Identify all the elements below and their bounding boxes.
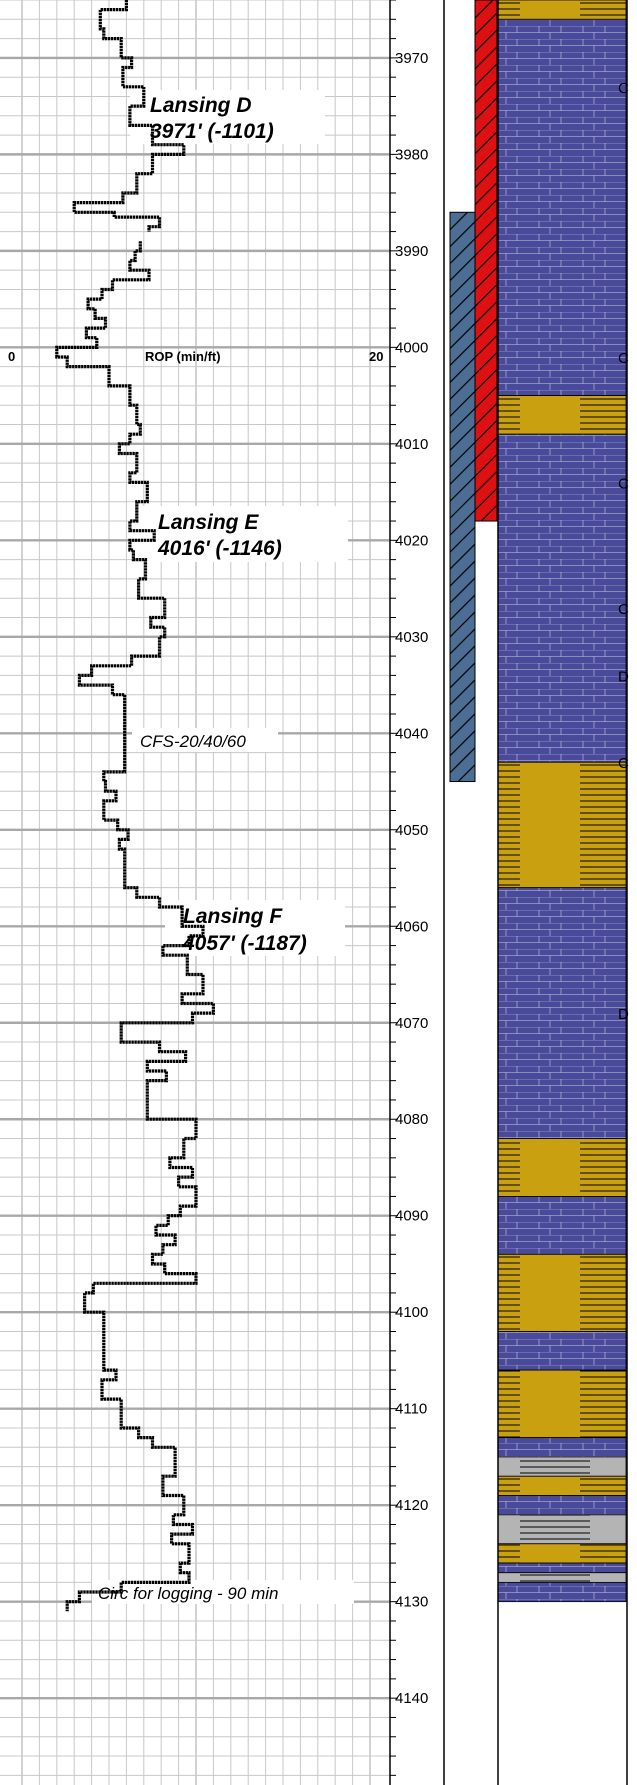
- cut-letter: C: [618, 80, 629, 97]
- depth-label: 3990: [395, 243, 428, 260]
- rop-grid: [0, 0, 390, 1785]
- depth-label: 3980: [395, 146, 428, 163]
- annotation-lansing-d: Lansing D 3971' (-1101): [130, 90, 325, 144]
- lithology-limestone: [497, 1562, 627, 1574]
- annotation-depth: 4016' (-1146): [157, 537, 282, 560]
- annotation-lansing-f: Lansing F 4057' (-1187): [165, 900, 345, 956]
- lithology-shale: [497, 1572, 627, 1583]
- rop-track-background: [0, 0, 390, 1785]
- annotation-depth: 4057' (-1187): [182, 932, 307, 955]
- depth-label: 4060: [395, 918, 428, 935]
- note-cfs: CFS-20/40/60: [132, 728, 278, 752]
- note-text: CFS-20/40/60: [140, 732, 246, 751]
- depth-label: 4120: [395, 1497, 428, 1514]
- depth-label: 4130: [395, 1594, 428, 1611]
- annotation-box: [130, 90, 325, 144]
- lithology-sand: [497, 0, 627, 20]
- annotation-title: Lansing E: [158, 511, 259, 534]
- cut-letter: D: [618, 1006, 629, 1023]
- lithology-limestone: [497, 1581, 627, 1603]
- depth-label: 4000: [395, 339, 428, 356]
- depth-label: 4040: [395, 725, 428, 742]
- rop-scale-max: 20: [369, 349, 383, 364]
- lithology-sand: [497, 761, 627, 889]
- depth-label: 4100: [395, 1304, 428, 1321]
- bar-track: [444, 0, 500, 1785]
- cut-letter: C: [618, 755, 629, 772]
- depth-labels: 3970 3980 3990 4000 4010 4020 4030 4040 4050 4060…: [395, 50, 428, 1707]
- annotation-title: Lansing D: [150, 94, 252, 117]
- depth-label: 4050: [395, 822, 428, 839]
- annotation-depth: 3971' (-1101): [150, 120, 274, 143]
- cut-letter: C: [618, 601, 629, 618]
- lithology-sand: [497, 1475, 627, 1496]
- lithology-limestone: [497, 1196, 627, 1255]
- depth-label: 4080: [395, 1111, 428, 1128]
- lithology-sand: [497, 1369, 627, 1439]
- depth-label: 4010: [395, 436, 428, 453]
- lithology-track: [497, 0, 627, 1603]
- depth-ticks: [390, 0, 398, 1776]
- red-interval-hatch: [475, 0, 497, 522]
- rop-axis-title: ROP (min/ft): [145, 349, 221, 364]
- lithology-sand: [497, 1253, 627, 1332]
- depth-label: 4090: [395, 1208, 428, 1225]
- rop-track: 3970 3980 3990 4000 4010 4020 4030 4040 4050 4060…: [0, 0, 428, 1785]
- lithology-limestone: [497, 433, 627, 763]
- lithology-limestone: [497, 1331, 627, 1371]
- depth-label: 4140: [395, 1690, 428, 1707]
- annotation-lansing-e: Lansing E 4016' (-1146): [138, 506, 348, 562]
- depth-label: 4030: [395, 629, 428, 646]
- depth-label: 3970: [395, 50, 428, 67]
- note-text: Circ for logging - 90 min: [98, 1584, 278, 1603]
- annotation-box: [138, 506, 348, 562]
- rop-curve: [55, 0, 215, 1612]
- annotation-title: Lansing F: [183, 905, 283, 928]
- cut-letter: D: [618, 668, 629, 685]
- lithology-limestone: [497, 1495, 627, 1516]
- cut-letter: C: [618, 475, 629, 492]
- depth-label: 4070: [395, 1015, 428, 1032]
- annotation-box: [165, 900, 345, 956]
- rop-scale-min: 0: [8, 349, 15, 364]
- lithology-shale: [497, 1456, 627, 1477]
- lithology-shale: [497, 1514, 627, 1545]
- lithology-sand: [497, 1138, 627, 1197]
- lithology-limestone: [497, 1437, 627, 1458]
- lithology-limestone: [497, 18, 627, 396]
- lithology-sand: [497, 395, 627, 435]
- blue-interval-hatch: [450, 212, 475, 782]
- cut-letters: C C C C D C D: [618, 80, 629, 1023]
- depth-label: 4020: [395, 532, 428, 549]
- depth-label: 4110: [395, 1401, 427, 1418]
- cut-letter: C: [618, 350, 629, 367]
- lithology-limestone: [497, 887, 627, 1139]
- lithology-sand: [497, 1543, 627, 1564]
- note-box: [132, 728, 278, 752]
